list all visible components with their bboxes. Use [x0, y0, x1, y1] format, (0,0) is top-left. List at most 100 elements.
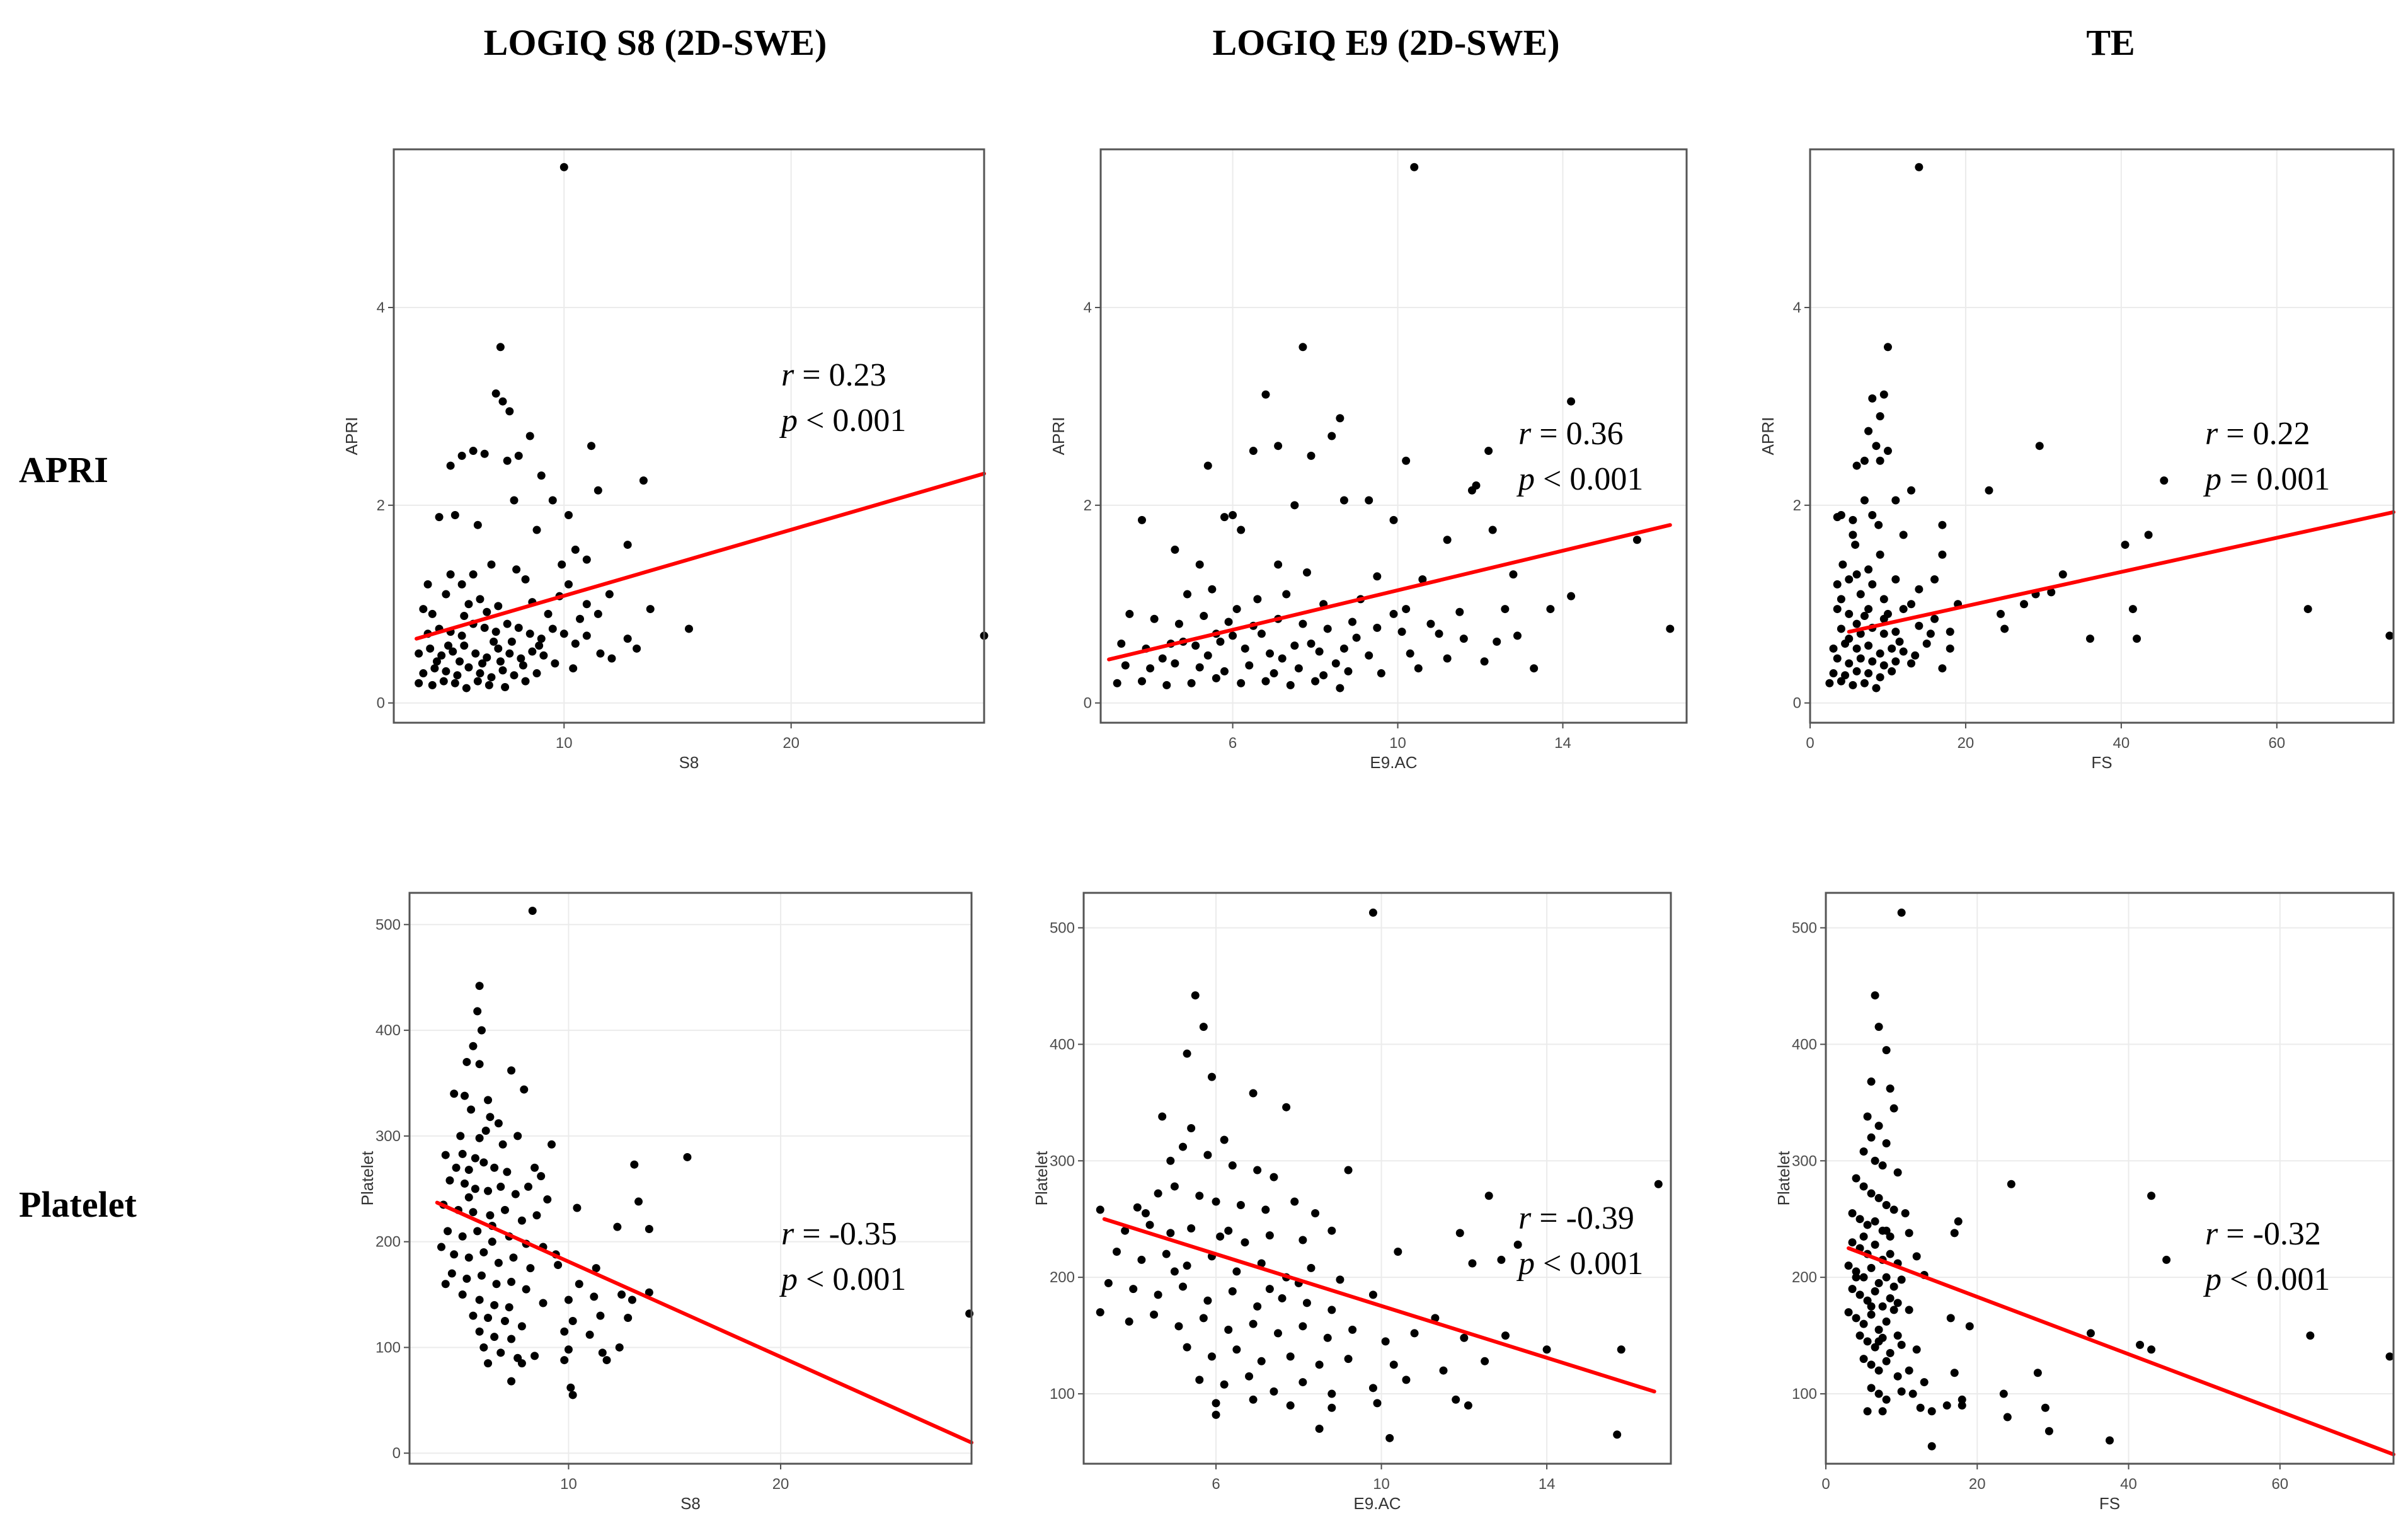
data-point — [582, 631, 591, 640]
data-point — [1327, 1306, 1336, 1314]
data-point — [1567, 592, 1576, 600]
data-point — [1927, 1407, 1936, 1416]
data-point — [1368, 908, 1377, 917]
data-point — [1838, 560, 1847, 569]
data-point — [1294, 664, 1303, 673]
data-point — [1145, 1221, 1154, 1229]
data-point — [1872, 684, 1881, 692]
data-point — [1915, 621, 1924, 630]
data-point — [2144, 531, 2153, 539]
panel-border — [1809, 148, 2395, 724]
data-point — [1501, 1331, 1510, 1340]
y-tick-label: 4 — [377, 299, 385, 316]
data-point — [1882, 1317, 1891, 1326]
data-point — [2385, 631, 2394, 640]
data-point — [1883, 447, 1892, 456]
data-point — [1183, 590, 1192, 599]
data-point — [1845, 635, 1854, 643]
data-point — [524, 1182, 532, 1191]
data-point — [456, 657, 464, 666]
data-point — [628, 1295, 636, 1304]
data-point — [1867, 1360, 1876, 1369]
data-point — [1339, 496, 1348, 505]
data-point — [494, 1119, 503, 1128]
data-point — [479, 1343, 488, 1352]
data-point — [1855, 1290, 1864, 1299]
data-point — [1837, 677, 1845, 686]
data-point — [1257, 1357, 1266, 1365]
data-point — [1874, 1278, 1883, 1287]
data-point — [1257, 629, 1266, 638]
data-point — [1171, 659, 1179, 668]
data-point — [500, 1205, 509, 1214]
data-point — [1893, 1372, 1902, 1381]
panel-border — [1082, 892, 1672, 1465]
data-point — [1261, 1205, 1270, 1214]
data-point — [1859, 1273, 1868, 1282]
r-value-annotation: r = -0.32 — [2205, 1216, 2321, 1252]
panel-1: 10 20 0 2 4 S8 APRI r = 0.23 p < 0.001 — [342, 148, 989, 772]
data-point — [1874, 1122, 1883, 1130]
data-point — [464, 1193, 473, 1202]
data-point — [1852, 1174, 1860, 1183]
data-point — [1837, 624, 1845, 633]
data-point — [1212, 674, 1220, 682]
data-point — [1852, 644, 1861, 653]
data-point — [460, 612, 469, 621]
data-point — [471, 1154, 479, 1163]
data-point — [1868, 580, 1877, 589]
data-point — [1389, 1360, 1398, 1369]
y-tick-label: 300 — [1792, 1152, 1817, 1169]
data-point — [2033, 1369, 2042, 1377]
data-point — [1876, 456, 1884, 465]
data-point — [1228, 1161, 1237, 1170]
data-point — [623, 541, 632, 549]
data-point — [1542, 1345, 1551, 1354]
data-point — [1859, 1232, 1868, 1241]
data-point — [1158, 654, 1167, 663]
data-point — [477, 1271, 486, 1280]
data-point — [480, 623, 489, 632]
y-tick-label: 200 — [1792, 1269, 1817, 1286]
x-tick-label: 60 — [2268, 735, 2285, 752]
data-point — [1833, 580, 1842, 589]
data-point — [437, 651, 446, 660]
data-point — [1513, 1240, 1522, 1249]
data-point — [530, 1352, 539, 1360]
data-point — [1166, 1156, 1175, 1165]
data-point — [498, 1140, 507, 1149]
data-point — [1895, 637, 1904, 646]
data-point — [475, 1060, 484, 1069]
data-point — [564, 580, 573, 589]
data-point — [517, 1322, 526, 1331]
data-point — [1946, 628, 1954, 636]
data-point — [1261, 390, 1270, 399]
data-point — [2162, 1255, 2171, 1264]
data-point — [1954, 1217, 1963, 1226]
data-point — [1299, 1378, 1307, 1387]
data-point — [1232, 1345, 1241, 1354]
x-tick-label: 0 — [1821, 1476, 1830, 1493]
y-tick-label: 400 — [376, 1022, 401, 1039]
data-point — [491, 389, 500, 398]
data-point — [1141, 1209, 1150, 1217]
data-point — [1844, 1261, 1853, 1270]
data-point — [1864, 427, 1873, 435]
data-point — [1852, 570, 1861, 579]
data-point — [1183, 1049, 1191, 1058]
y-axis-title: Platelet — [1774, 1151, 1793, 1205]
data-point — [582, 555, 591, 564]
data-point — [521, 677, 530, 686]
data-point — [469, 570, 478, 579]
data-point — [507, 1277, 516, 1286]
data-point — [450, 1089, 459, 1098]
data-point — [520, 1085, 529, 1094]
data-point — [1886, 1084, 1895, 1093]
data-point — [564, 511, 573, 520]
data-point — [1509, 570, 1518, 579]
data-point — [1452, 1395, 1460, 1404]
data-point — [484, 1313, 493, 1322]
data-point — [537, 471, 546, 480]
y-tick-label: 0 — [377, 695, 385, 712]
x-tick-label: 40 — [2113, 735, 2130, 752]
